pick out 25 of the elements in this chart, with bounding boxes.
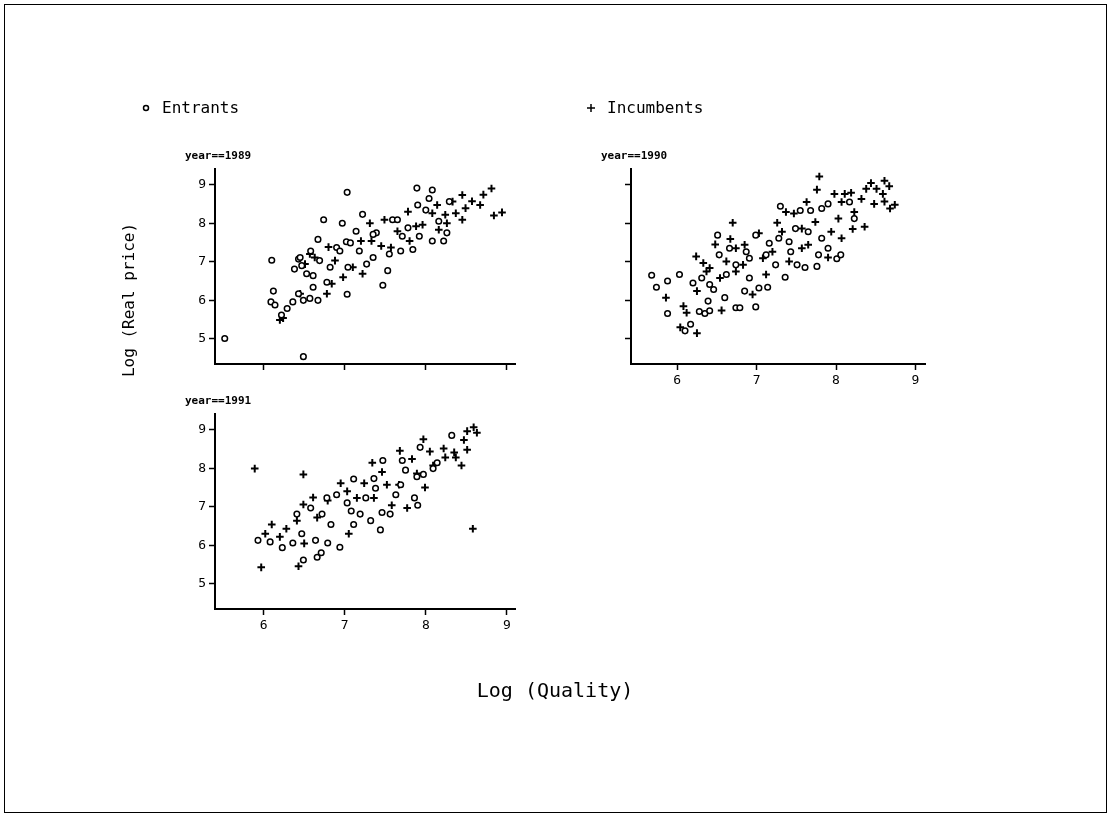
y-tick-label: 9 — [198, 176, 206, 191]
y-tick-label: 6 — [198, 291, 206, 307]
y-tick-label: 7 — [198, 498, 206, 514]
x-axis-title: Log (Quality) — [476, 678, 634, 702]
y-tick-label: 5 — [198, 330, 206, 346]
y-tick-label: 9 — [198, 421, 206, 436]
legend-label: Incumbents — [607, 98, 704, 117]
x-tick-label: 6 — [259, 617, 268, 633]
y-axis-title: Log (Real price) — [118, 222, 138, 378]
y-tick-label: 5 — [198, 575, 206, 591]
y-tick-label: 8 — [198, 459, 206, 475]
x-tick-label: 9 — [502, 617, 511, 633]
x-tick-label: 6 — [673, 372, 681, 388]
x-tick-label: 7 — [340, 617, 349, 633]
y-tick-label: 7 — [198, 253, 206, 269]
x-tick-label: 9 — [911, 372, 920, 388]
y-tick-label: 6 — [198, 536, 206, 552]
x-tick-label: 7 — [752, 372, 761, 388]
chart-title: year==1989 — [185, 149, 252, 163]
legend-label: Entrants — [162, 98, 240, 117]
chart-title: year==1990 — [601, 149, 668, 163]
x-tick-label: 8 — [832, 372, 840, 388]
y-tick-label: 8 — [198, 214, 206, 230]
x-tick-label: 8 — [421, 617, 430, 633]
chart-title: year==1991 — [185, 394, 252, 408]
